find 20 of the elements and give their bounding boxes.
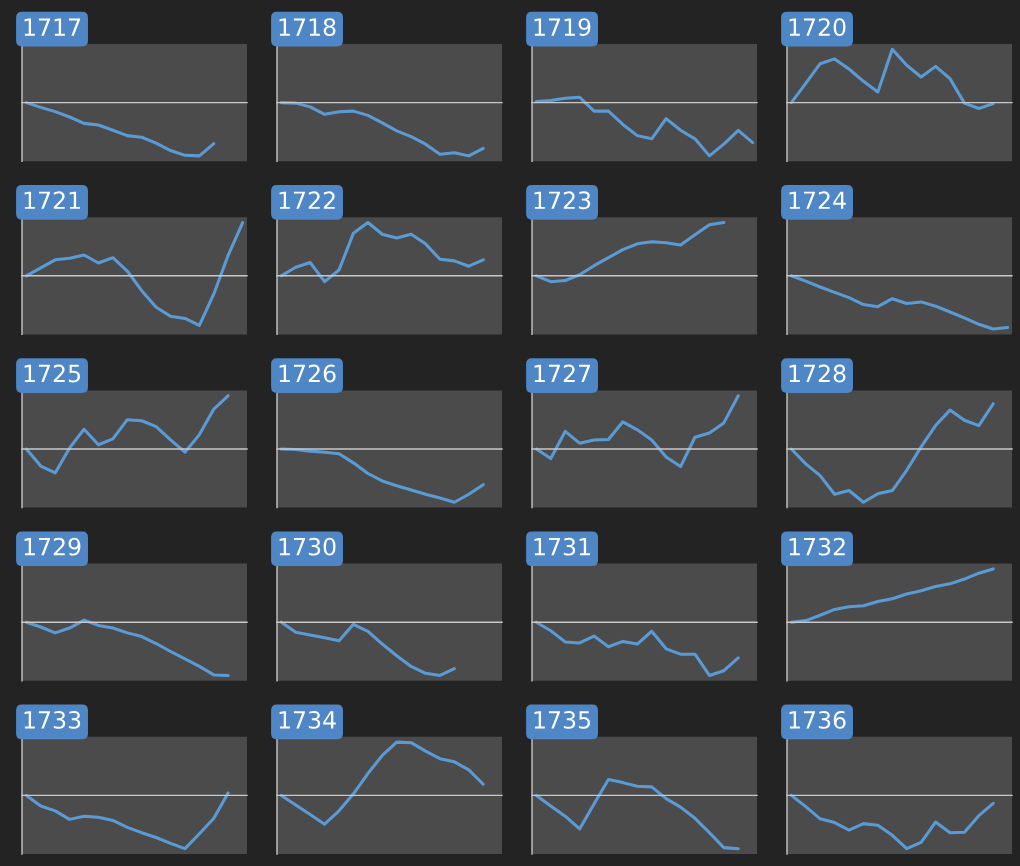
- chart-title: 1726: [279, 364, 336, 383]
- chart-title: 1734: [279, 710, 336, 729]
- chart-title: 1736: [789, 710, 846, 729]
- chart-title: 1722: [279, 191, 335, 209]
- chart-title: 1718: [279, 18, 336, 36]
- chart-title: 1732: [789, 537, 845, 556]
- chart-title: 1727: [534, 364, 591, 383]
- chart-title: 1717: [24, 18, 81, 36]
- chart-title: 1730: [279, 537, 336, 556]
- chart-title: 1731: [534, 537, 590, 556]
- chart-title: 1720: [789, 18, 846, 36]
- chart-title: 1728: [789, 364, 846, 383]
- chart-title: 1733: [24, 710, 81, 729]
- chart-title: 1725: [24, 364, 81, 383]
- chart-title: 1721: [24, 191, 80, 209]
- chart-title: 1724: [789, 191, 846, 209]
- chart-title: 1735: [534, 710, 591, 729]
- chart-title: 1723: [534, 191, 591, 210]
- chart-title: 1719: [534, 18, 591, 36]
- chart-title: 1729: [24, 537, 81, 556]
